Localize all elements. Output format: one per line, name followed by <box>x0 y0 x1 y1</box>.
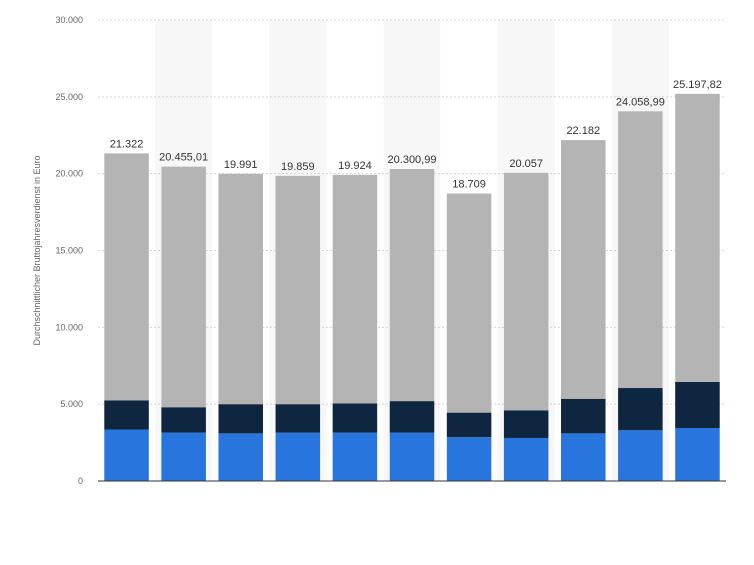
y-tick-label: 10.000 <box>55 322 83 332</box>
bar-segment-3 <box>675 93 720 382</box>
total-label: 18.709 <box>452 179 486 191</box>
total-labels: 21.322 20.455,01 19.991 19.859 19.924 20.300,… <box>110 79 722 191</box>
bar-segment-1 <box>218 433 263 481</box>
bar-segment-1 <box>332 432 378 481</box>
bar-segment-3 <box>618 111 663 389</box>
bar-segment-1 <box>104 429 149 481</box>
bar-segment-1 <box>561 433 606 481</box>
bar-segment-2 <box>503 410 549 438</box>
total-label: 20.300,99 <box>388 154 437 166</box>
bar-segment-1 <box>275 432 321 481</box>
bar-segment-2 <box>218 404 263 434</box>
total-label: 21.322 <box>110 138 144 150</box>
bar-segment-3 <box>389 169 435 402</box>
bar-segment-3 <box>446 193 492 413</box>
bar-segment-2 <box>561 398 606 434</box>
y-axis-ticks: 0 5.000 10.000 15.000 20.000 25.000 30.000 <box>55 15 83 486</box>
bar-segment-3 <box>161 166 206 408</box>
total-label: 20.057 <box>509 158 543 170</box>
bar-segment-2 <box>446 412 492 438</box>
y-tick-label: 5.000 <box>60 399 83 409</box>
bar-segment-1 <box>503 437 549 481</box>
bar-segment-2 <box>675 381 720 428</box>
bar-segment-1 <box>618 430 663 481</box>
y-tick-label: 20.000 <box>55 169 83 179</box>
bar-segment-1 <box>446 437 492 481</box>
total-label: 19.859 <box>281 161 315 173</box>
total-label: 19.924 <box>338 160 372 172</box>
bar-segment-2 <box>104 400 149 430</box>
y-tick-label: 30.000 <box>55 15 83 25</box>
total-label: 20.455,01 <box>159 152 208 164</box>
bar-segment-3 <box>104 153 149 401</box>
bar-segment-2 <box>618 388 663 431</box>
y-tick-label: 15.000 <box>55 246 83 256</box>
bar-segment-3 <box>503 172 549 411</box>
total-label: 24.058,99 <box>616 96 665 108</box>
bars <box>104 93 720 481</box>
bar-segment-2 <box>161 407 206 433</box>
total-label: 25.197,82 <box>673 79 722 91</box>
bar-segment-2 <box>275 404 321 433</box>
bar-segment-2 <box>389 401 435 433</box>
bar-segment-3 <box>561 140 606 399</box>
y-tick-label: 25.000 <box>55 92 83 102</box>
total-label: 22.182 <box>566 125 600 137</box>
bar-segment-3 <box>275 175 321 405</box>
y-tick-label: 0 <box>78 476 83 486</box>
bar-segment-3 <box>332 174 378 404</box>
bar-segment-2 <box>332 403 378 433</box>
bar-segment-1 <box>675 427 720 481</box>
y-axis-title: Durchschnittlicher Bruttojahresverdienst… <box>32 155 42 345</box>
bar-segment-1 <box>389 432 435 481</box>
bar-segment-1 <box>161 432 206 481</box>
bar-segment-3 <box>218 173 263 405</box>
total-label: 19.991 <box>224 159 258 171</box>
